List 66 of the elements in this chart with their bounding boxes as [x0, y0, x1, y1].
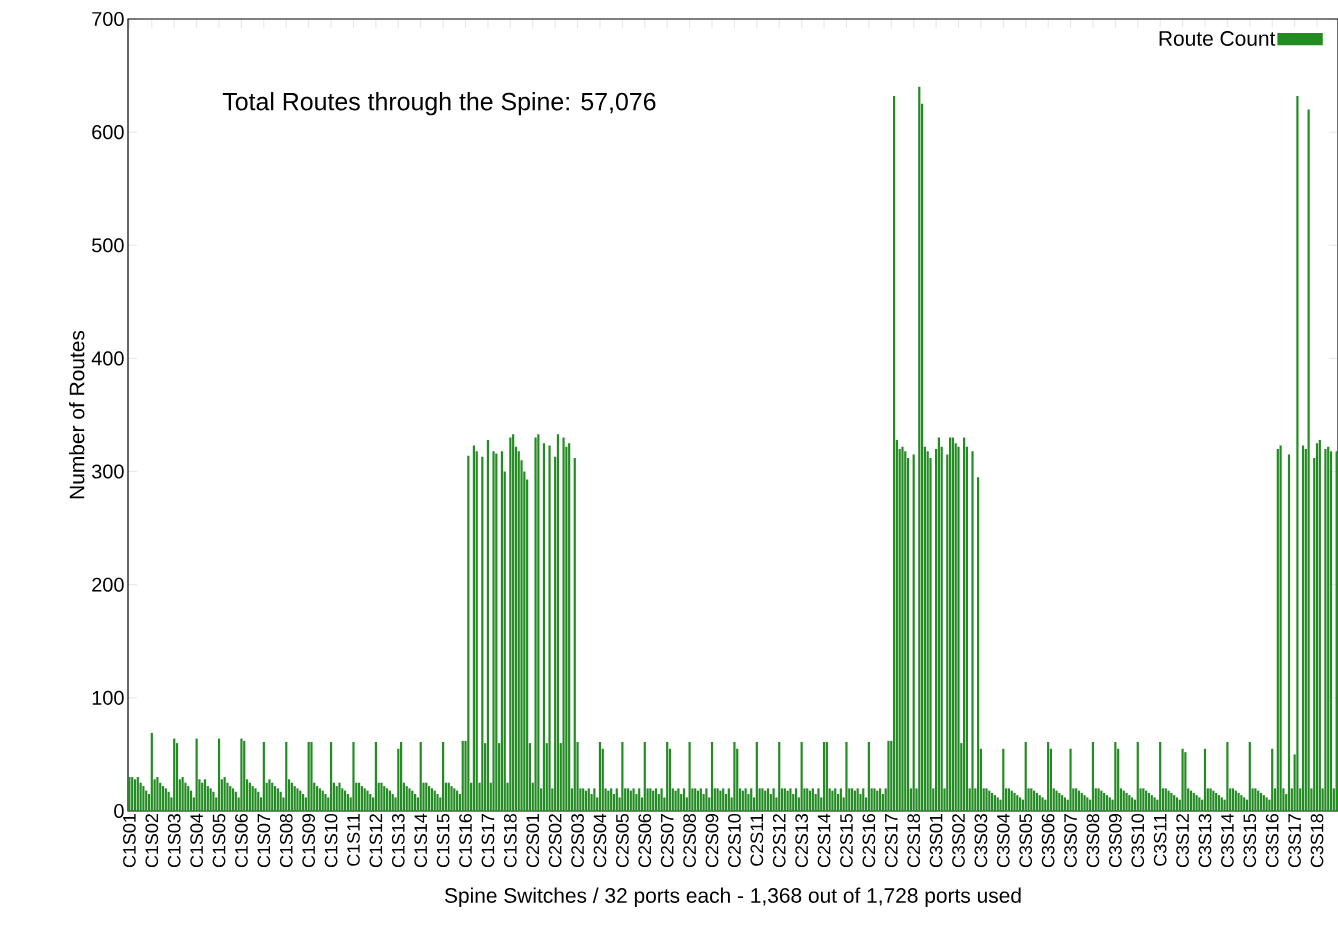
x-tick-label: C1S14	[414, 813, 428, 868]
x-tick-label: C1S10	[324, 813, 338, 868]
x-tick-label: C2S04	[593, 813, 607, 868]
x-tick-label: C2S05	[616, 813, 629, 868]
x-tick-label: C3S09	[1109, 814, 1122, 868]
x-tick-label: C3S03	[974, 813, 988, 868]
y-tick-label: 400	[91, 351, 124, 366]
x-tick-label: C3S18	[1310, 813, 1324, 868]
x-tick-label: C3S04	[996, 813, 1010, 868]
x-tick-label: C2S08	[683, 813, 696, 868]
y-axis-title: Number of Routes	[69, 330, 85, 499]
x-tick-label: C2S10	[728, 813, 741, 868]
x-tick-label: C1S08	[279, 813, 293, 868]
x-tick-label: C3S15	[1243, 813, 1257, 868]
x-tick-label: C2S12	[772, 814, 786, 868]
x-tick-label: C2S15	[840, 813, 853, 868]
x-tick-label: C1S17	[481, 814, 495, 868]
x-tick-label: C3S10	[1131, 813, 1145, 868]
legend-label: Route Count	[1159, 31, 1276, 46]
x-tick-label: C1S13	[391, 813, 405, 868]
x-tick-label: C3S07	[1064, 814, 1077, 868]
x-tick-label: C1S02	[145, 814, 159, 868]
y-tick-label: 200	[92, 577, 124, 592]
x-tick-label: C3S08	[1086, 813, 1100, 868]
x-tick-label: C1S03	[167, 813, 181, 868]
x-tick-label: C2S17	[884, 814, 898, 868]
x-tick-label: C1S04	[190, 813, 203, 868]
y-tick-label: 300	[92, 464, 124, 479]
x-tick-label: C2S11	[750, 814, 764, 866]
y-tick-label: 0	[114, 803, 124, 819]
x-tick-label: C3S16	[1265, 813, 1279, 868]
x-tick-label: C3S11	[1153, 814, 1167, 866]
x-tick-label: C1S07	[257, 814, 271, 868]
x-tick-label: C2S16	[862, 813, 876, 868]
x-tick-label: C3S05	[1019, 813, 1033, 868]
x-tick-label: C2S18	[907, 813, 921, 868]
x-tick-label: C2S14	[817, 813, 831, 868]
x-tick-label: C3S14	[1221, 813, 1234, 868]
x-tick-label: C1S01	[123, 814, 136, 868]
x-tick-label: C2S03	[571, 813, 584, 868]
x-tick-label: C1S11	[347, 814, 360, 866]
x-tick-label: C2S06	[638, 813, 652, 868]
x-tick-label: C1S12	[369, 814, 383, 868]
x-tick-label: C3S01	[929, 814, 943, 868]
x-tick-label: C3S06	[1041, 813, 1055, 868]
x-tick-label: C2S01	[526, 814, 540, 868]
x-tick-label: C1S15	[436, 813, 450, 868]
y-tick-label: 600	[92, 125, 124, 140]
x-tick-label: C1S16	[459, 813, 472, 868]
x-tick-label: C2S07	[660, 814, 674, 868]
annotation: Total Routes through the Spine: 57,076	[222, 92, 656, 116]
y-tick-label: 700	[92, 11, 124, 27]
x-axis-title: Spine Switches / 32 ports each - 1,368 out of 1,728 ports used	[444, 887, 1021, 908]
x-tick-label: C1S05	[212, 813, 226, 868]
x-tick-label: C3S02	[952, 814, 965, 868]
x-tick-label: C3S12	[1176, 814, 1189, 868]
y-tick-label: 100	[92, 690, 124, 705]
x-tick-label: C1S18	[503, 813, 517, 868]
x-tick-label: C3S13	[1198, 813, 1212, 868]
x-tick-label: C1S06	[235, 813, 248, 868]
x-tick-label: C3S17	[1288, 814, 1301, 868]
x-tick-label: C2S09	[705, 814, 719, 868]
x-tick-label: C1S09	[302, 814, 316, 868]
x-tick-label: C2S13	[795, 813, 808, 868]
x-tick-label: C2S02	[548, 814, 562, 868]
y-tick-label: 500	[92, 238, 124, 253]
